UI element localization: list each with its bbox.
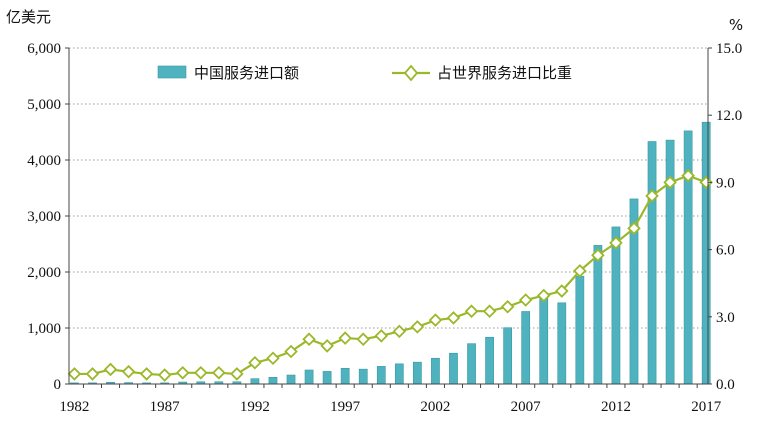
marker-1999 (374, 329, 389, 343)
bar-2006 (503, 327, 512, 385)
x-tick-label: 1982 (59, 399, 89, 415)
marker-1989 (193, 366, 208, 380)
bar-1994 (286, 374, 296, 385)
marker-2011 (591, 248, 605, 262)
marker-2009 (555, 284, 569, 298)
marker-2017 (699, 175, 713, 190)
bar-1993 (268, 376, 278, 385)
marker-1988 (175, 366, 190, 380)
marker-1991 (230, 367, 244, 381)
left-tick-label: 6,000 (27, 41, 61, 57)
marker-2002 (428, 313, 443, 327)
marker-2008 (536, 288, 551, 303)
bar-2012 (611, 226, 621, 385)
line-series (67, 168, 713, 382)
left-tick-label: 1,000 (27, 321, 61, 337)
marker-1998 (356, 332, 371, 346)
bar-2005 (485, 336, 494, 385)
marker-1996 (320, 339, 334, 353)
legend-bar-label: 中国服务进口额 (194, 64, 299, 82)
legend: 中国服务进口额 占世界服务进口比重 (157, 64, 572, 82)
marker-2010 (573, 264, 587, 278)
marker-2005 (482, 304, 497, 318)
bar-2010 (575, 275, 585, 385)
marker-1997 (338, 331, 352, 345)
left-tick-label: 0 (54, 377, 62, 393)
marker-1985 (121, 364, 136, 379)
marker-2006 (500, 299, 515, 314)
bar-1992 (250, 378, 260, 385)
marker-1993 (266, 351, 280, 366)
marker-2007 (518, 293, 533, 307)
bar-1999 (376, 366, 386, 385)
marker-1983 (85, 367, 100, 381)
marker-1990 (212, 366, 226, 380)
bar-2001 (413, 361, 422, 385)
right-tick-label: 12.0 (716, 108, 742, 124)
bar-2008 (539, 295, 549, 385)
marker-2001 (410, 320, 425, 334)
marker-2014 (645, 189, 659, 203)
bar-1996 (322, 371, 332, 385)
right-tick-label: 6.0 (716, 243, 735, 259)
marker-1984 (103, 362, 118, 377)
marker-1992 (248, 355, 262, 370)
bar-2000 (394, 363, 404, 385)
bar-2007 (521, 311, 531, 385)
right-axis-ticks: 0.0 3.0 6.0 9.0 12.0 15.0 (708, 41, 742, 393)
bar-2014 (647, 141, 657, 385)
left-axis-ticks: 0 1,000 2,000 3,000 4,000 5,000 6,000 (27, 41, 69, 393)
bar-2011 (593, 245, 603, 385)
axes (68, 48, 709, 388)
x-tick-label: 2007 (511, 399, 542, 415)
bar-2009 (557, 302, 567, 385)
bar-2016 (683, 130, 693, 385)
bar-1997 (340, 368, 350, 385)
marker-1987 (157, 368, 172, 382)
marker-2003 (446, 311, 461, 325)
right-tick-label: 0.0 (716, 377, 735, 393)
bar-2004 (467, 343, 476, 385)
bar-series (70, 121, 711, 385)
right-tick-label: 15.0 (716, 41, 742, 57)
bar-1995 (304, 369, 314, 385)
left-tick-label: 3,000 (27, 209, 61, 225)
marker-1995 (302, 332, 316, 346)
bar-2002 (431, 357, 440, 385)
marker-2004 (464, 304, 479, 318)
left-tick-label: 5,000 (27, 97, 61, 113)
x-tick-label: 2012 (601, 399, 631, 415)
right-tick-label: 9.0 (716, 175, 735, 191)
marker-2012 (609, 236, 623, 250)
bar-2003 (449, 352, 458, 385)
marker-2013 (627, 221, 641, 236)
marker-1986 (139, 367, 154, 381)
x-axis-ticks: 1982 1987 1992 1997 2002 2007 2012 2017 (59, 399, 721, 415)
x-tick-label: 2002 (420, 399, 450, 415)
right-tick-label: 3.0 (716, 310, 735, 326)
marker-1982 (67, 367, 82, 381)
legend-bar-swatch (157, 65, 187, 79)
right-axis-unit: % (729, 16, 743, 34)
x-tick-label: 1992 (240, 399, 270, 415)
marker-1994 (284, 344, 298, 359)
marker-2016 (681, 168, 695, 183)
x-tick-label: 2017 (691, 399, 722, 415)
legend-line-label: 占世界服务进口比重 (437, 64, 572, 82)
share-line (74, 174, 707, 377)
marker-2015 (663, 175, 677, 190)
left-tick-label: 4,000 (27, 153, 61, 169)
bar-1998 (358, 368, 368, 385)
legend-line-marker (403, 64, 419, 82)
x-tick-label: 1987 (150, 399, 181, 415)
marker-2000 (392, 324, 407, 339)
left-axis-unit: 亿美元 (6, 8, 51, 26)
x-tick-label: 1997 (330, 399, 361, 415)
left-tick-label: 2,000 (27, 265, 61, 281)
bar-2017 (701, 121, 711, 385)
